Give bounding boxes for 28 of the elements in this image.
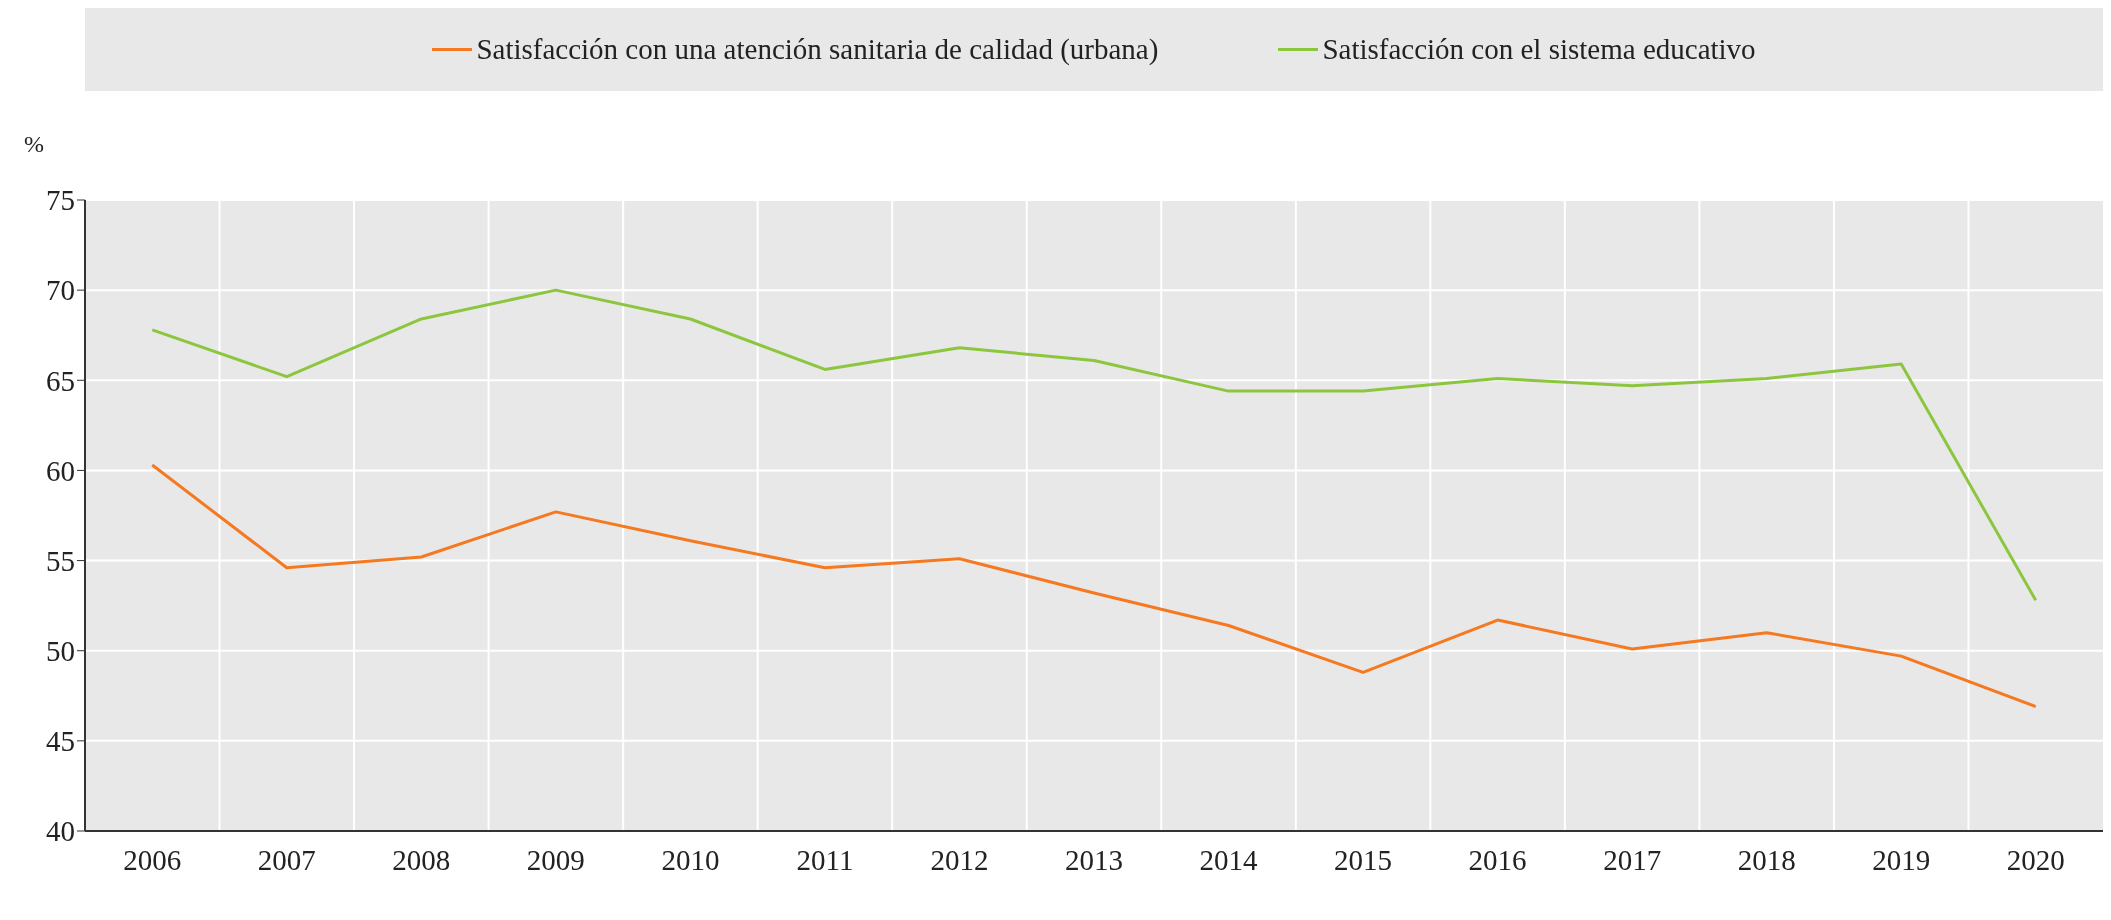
line-series <box>150 288 2038 602</box>
x-tick-label: 2018 <box>1737 843 1796 876</box>
x-tick-label: 2015 <box>1334 843 1393 876</box>
x-tick-label: 2006 <box>123 843 182 876</box>
y-tick-label: 60 <box>46 454 75 487</box>
legend-label: Satisfacción con el sistema educativo <box>1322 33 1756 66</box>
line-series <box>150 463 2038 709</box>
x-tick-label: 2009 <box>526 843 585 876</box>
y-tick-label: 50 <box>46 635 75 668</box>
x-tick-label: 2012 <box>930 843 989 876</box>
legend-label: Satisfacción con una atención sanitaria de calidad (urbana) <box>476 33 1159 66</box>
x-tick-label: 2014 <box>1199 843 1259 876</box>
y-tick-label: 45 <box>46 725 75 758</box>
y-axis-title: % <box>24 131 44 158</box>
x-tick-label: 2008 <box>392 843 451 876</box>
y-tick-label: 55 <box>46 544 75 577</box>
x-tick-label: 2013 <box>1065 843 1123 876</box>
y-tick-label: 75 <box>46 184 75 217</box>
x-tick-label: 2010 <box>661 843 720 876</box>
y-tick-label: 40 <box>46 815 75 848</box>
x-tick-label: 2019 <box>1872 843 1931 876</box>
x-tick-label: 2017 <box>1603 843 1662 876</box>
y-tick-label: 65 <box>46 364 75 397</box>
x-tick-label: 2007 <box>257 843 316 876</box>
x-tick-label: 2020 <box>2006 843 2065 876</box>
x-tick-label: 2016 <box>1468 843 1527 876</box>
y-tick-label: 70 <box>46 274 75 307</box>
x-tick-label: 2011 <box>796 843 854 876</box>
